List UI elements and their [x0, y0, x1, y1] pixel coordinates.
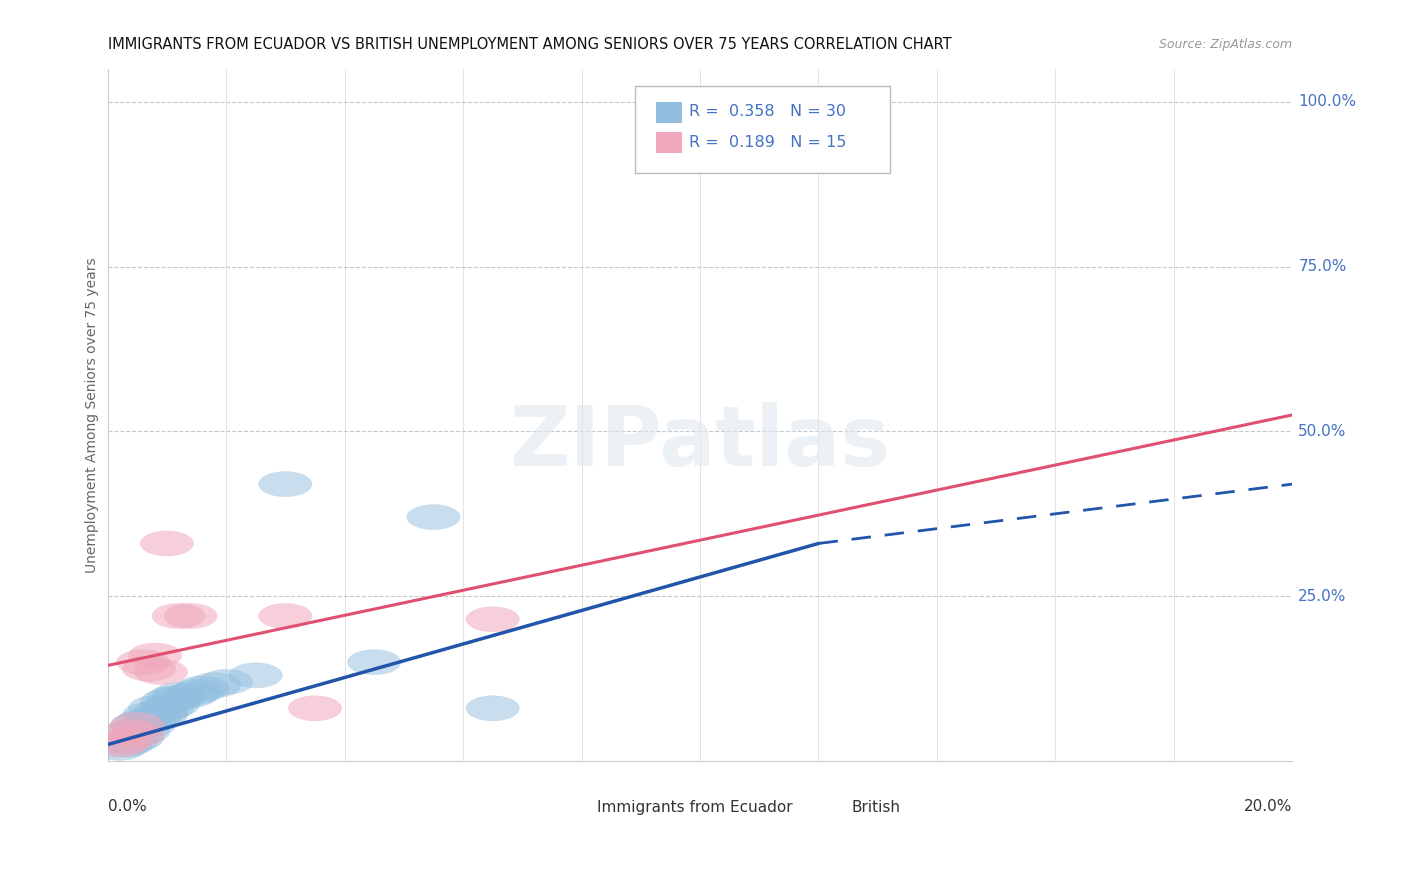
Ellipse shape	[288, 696, 342, 721]
Ellipse shape	[176, 676, 229, 701]
Ellipse shape	[104, 729, 157, 754]
Ellipse shape	[128, 706, 181, 731]
Ellipse shape	[187, 673, 240, 698]
Ellipse shape	[111, 725, 165, 750]
Ellipse shape	[111, 712, 165, 738]
Ellipse shape	[117, 709, 170, 734]
Ellipse shape	[141, 690, 194, 714]
Ellipse shape	[146, 692, 200, 717]
Text: IMMIGRANTS FROM ECUADOR VS BRITISH UNEMPLOYMENT AMONG SENIORS OVER 75 YEARS CORR: IMMIGRANTS FROM ECUADOR VS BRITISH UNEMP…	[108, 37, 952, 53]
Ellipse shape	[141, 531, 194, 556]
Ellipse shape	[122, 657, 176, 681]
Ellipse shape	[465, 696, 519, 721]
Ellipse shape	[152, 682, 205, 707]
FancyBboxPatch shape	[564, 799, 591, 816]
Ellipse shape	[135, 702, 187, 727]
Ellipse shape	[135, 659, 187, 684]
FancyBboxPatch shape	[818, 799, 845, 816]
Ellipse shape	[152, 604, 205, 629]
FancyBboxPatch shape	[657, 132, 682, 153]
Text: R =  0.189   N = 15: R = 0.189 N = 15	[689, 135, 846, 150]
Text: British: British	[852, 800, 901, 815]
Ellipse shape	[117, 649, 170, 674]
Text: 50.0%: 50.0%	[1298, 424, 1347, 439]
Ellipse shape	[229, 663, 283, 688]
Text: R =  0.358   N = 30: R = 0.358 N = 30	[689, 104, 846, 120]
Text: 20.0%: 20.0%	[1244, 799, 1292, 814]
Ellipse shape	[146, 686, 200, 711]
Ellipse shape	[117, 719, 170, 744]
Ellipse shape	[98, 732, 152, 757]
FancyBboxPatch shape	[636, 86, 890, 172]
Text: 0.0%: 0.0%	[108, 799, 146, 814]
Ellipse shape	[122, 702, 176, 727]
Ellipse shape	[128, 643, 181, 668]
Ellipse shape	[104, 719, 157, 744]
Ellipse shape	[165, 682, 217, 707]
Text: Source: ZipAtlas.com: Source: ZipAtlas.com	[1160, 38, 1292, 52]
Ellipse shape	[98, 723, 152, 747]
Ellipse shape	[200, 669, 253, 695]
Ellipse shape	[141, 696, 194, 721]
Ellipse shape	[165, 604, 217, 629]
Ellipse shape	[347, 649, 401, 674]
Ellipse shape	[128, 696, 181, 721]
Ellipse shape	[93, 735, 146, 760]
Y-axis label: Unemployment Among Seniors over 75 years: Unemployment Among Seniors over 75 years	[86, 257, 100, 573]
FancyBboxPatch shape	[657, 102, 682, 123]
Text: 75.0%: 75.0%	[1298, 259, 1347, 274]
Ellipse shape	[122, 712, 176, 738]
Ellipse shape	[93, 732, 146, 757]
Ellipse shape	[111, 723, 165, 747]
Ellipse shape	[98, 729, 152, 754]
Text: Immigrants from Ecuador: Immigrants from Ecuador	[598, 800, 793, 815]
Ellipse shape	[465, 607, 519, 632]
Ellipse shape	[135, 699, 187, 724]
Ellipse shape	[406, 505, 460, 530]
Ellipse shape	[152, 686, 205, 711]
Ellipse shape	[170, 680, 224, 705]
Text: 25.0%: 25.0%	[1298, 589, 1347, 604]
Text: ZIPatlas: ZIPatlas	[509, 402, 890, 483]
Text: 100.0%: 100.0%	[1298, 95, 1357, 109]
Ellipse shape	[111, 712, 165, 738]
Ellipse shape	[259, 604, 312, 629]
Ellipse shape	[259, 472, 312, 497]
